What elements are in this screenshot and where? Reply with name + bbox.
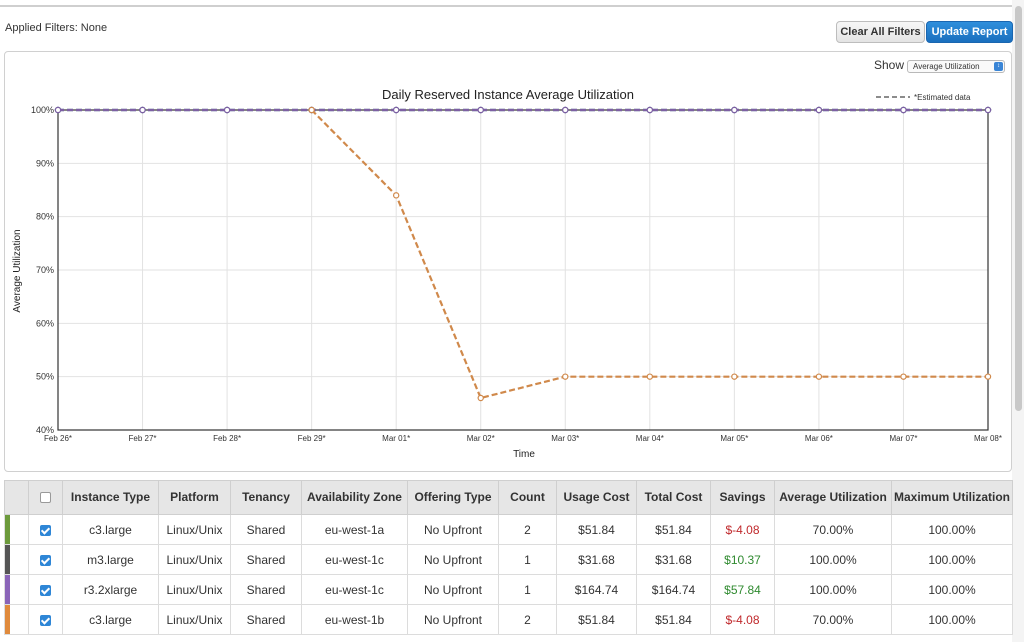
header-usage-cost[interactable]: Usage Cost	[556, 480, 637, 515]
cell-zone: eu-west-1c	[301, 544, 408, 575]
cell-instance-type: m3.large	[62, 544, 159, 575]
header-offering-type[interactable]: Offering Type	[407, 480, 499, 515]
clear-all-filters-button[interactable]: Clear All Filters	[836, 21, 925, 43]
cell-zone: eu-west-1b	[301, 604, 408, 635]
cell-usage-cost: $51.84	[556, 514, 637, 545]
scrollbar-thumb[interactable]	[1015, 6, 1022, 411]
select-arrows-icon: ↕	[994, 62, 1003, 71]
show-select-value: Average Utilization	[913, 62, 980, 71]
header-platform[interactable]: Platform	[158, 480, 231, 515]
cell-offering: No Upfront	[407, 574, 499, 605]
cell-usage-cost: $51.84	[556, 604, 637, 635]
cell-avg-util: 100.00%	[774, 544, 892, 575]
cell-platform: Linux/Unix	[158, 574, 231, 605]
header-savings[interactable]: Savings	[710, 480, 775, 515]
cell-platform: Linux/Unix	[158, 544, 231, 575]
cell-usage-cost: $164.74	[556, 574, 637, 605]
cell-offering: No Upfront	[407, 514, 499, 545]
cell-tenancy: Shared	[230, 544, 302, 575]
row-color-cell	[4, 604, 29, 635]
show-select[interactable]: Average Utilization ↕	[907, 60, 1005, 73]
cell-tenancy: Shared	[230, 574, 302, 605]
header-color-cell	[4, 480, 29, 515]
header-maximum-utilization[interactable]: Maximum Utilization	[891, 480, 1013, 515]
row-color-swatch	[5, 605, 10, 634]
update-report-button[interactable]: Update Report	[926, 21, 1013, 43]
row-color-cell	[4, 514, 29, 545]
cell-max-util: 100.00%	[891, 544, 1013, 575]
row-checkbox[interactable]	[40, 524, 51, 536]
row-checkbox[interactable]	[40, 554, 51, 566]
row-color-swatch	[5, 545, 10, 574]
header-total-cost[interactable]: Total Cost	[636, 480, 711, 515]
row-select-cell[interactable]	[28, 604, 63, 635]
header-select-all[interactable]	[28, 480, 63, 515]
instances-table: Instance Type Platform Tenancy Availabil…	[4, 480, 1013, 635]
cell-total-cost: $51.84	[636, 604, 711, 635]
row-color-swatch	[5, 515, 10, 544]
row-checkbox[interactable]	[40, 614, 51, 626]
cell-platform: Linux/Unix	[158, 604, 231, 635]
cell-platform: Linux/Unix	[158, 514, 231, 545]
cell-avg-util: 100.00%	[774, 574, 892, 605]
cell-instance-type: c3.large	[62, 604, 159, 635]
cell-total-cost: $51.84	[636, 514, 711, 545]
row-select-cell[interactable]	[28, 574, 63, 605]
cell-count: 2	[498, 514, 557, 545]
cell-max-util: 100.00%	[891, 514, 1013, 545]
cell-savings: $10.37	[710, 544, 775, 575]
cell-instance-type: r3.2xlarge	[62, 574, 159, 605]
cell-savings: $57.84	[710, 574, 775, 605]
cell-total-cost: $31.68	[636, 544, 711, 575]
cell-max-util: 100.00%	[891, 574, 1013, 605]
chart-panel	[4, 51, 1012, 472]
header-availability-zone[interactable]: Availability Zone	[301, 480, 408, 515]
top-divider	[0, 5, 1012, 7]
cell-usage-cost: $31.68	[556, 544, 637, 575]
instances-table-wrap: Instance Type Platform Tenancy Availabil…	[4, 480, 1013, 635]
show-label: Show	[874, 58, 905, 72]
row-color-cell	[4, 574, 29, 605]
cell-count: 1	[498, 544, 557, 575]
header-average-utilization[interactable]: Average Utilization	[774, 480, 892, 515]
page-scrollbar[interactable]	[1012, 0, 1024, 642]
header-count[interactable]: Count	[498, 480, 557, 515]
header-instance-type[interactable]: Instance Type	[62, 480, 159, 515]
cell-max-util: 100.00%	[891, 604, 1013, 635]
row-select-cell[interactable]	[28, 514, 63, 545]
table-row[interactable]: m3.large Linux/Unix Shared eu-west-1c No…	[4, 544, 1013, 575]
cell-zone: eu-west-1c	[301, 574, 408, 605]
cell-count: 2	[498, 604, 557, 635]
row-checkbox[interactable]	[40, 584, 51, 596]
table-header-row: Instance Type Platform Tenancy Availabil…	[4, 480, 1013, 515]
cell-zone: eu-west-1a	[301, 514, 408, 545]
select-all-checkbox[interactable]	[40, 492, 51, 504]
row-color-swatch	[5, 575, 10, 604]
table-row[interactable]: c3.large Linux/Unix Shared eu-west-1a No…	[4, 514, 1013, 545]
table-row[interactable]: c3.large Linux/Unix Shared eu-west-1b No…	[4, 604, 1013, 635]
table-row[interactable]: r3.2xlarge Linux/Unix Shared eu-west-1c …	[4, 574, 1013, 605]
cell-count: 1	[498, 574, 557, 605]
applied-filters-text: Applied Filters: None	[5, 22, 108, 34]
cell-offering: No Upfront	[407, 544, 499, 575]
header-tenancy[interactable]: Tenancy	[230, 480, 302, 515]
cell-offering: No Upfront	[407, 604, 499, 635]
cell-savings: $-4.08	[710, 514, 775, 545]
row-select-cell[interactable]	[28, 544, 63, 575]
cell-savings: $-4.08	[710, 604, 775, 635]
cell-avg-util: 70.00%	[774, 604, 892, 635]
cell-total-cost: $164.74	[636, 574, 711, 605]
cell-tenancy: Shared	[230, 514, 302, 545]
cell-tenancy: Shared	[230, 604, 302, 635]
cell-instance-type: c3.large	[62, 514, 159, 545]
row-color-cell	[4, 544, 29, 575]
cell-avg-util: 70.00%	[774, 514, 892, 545]
